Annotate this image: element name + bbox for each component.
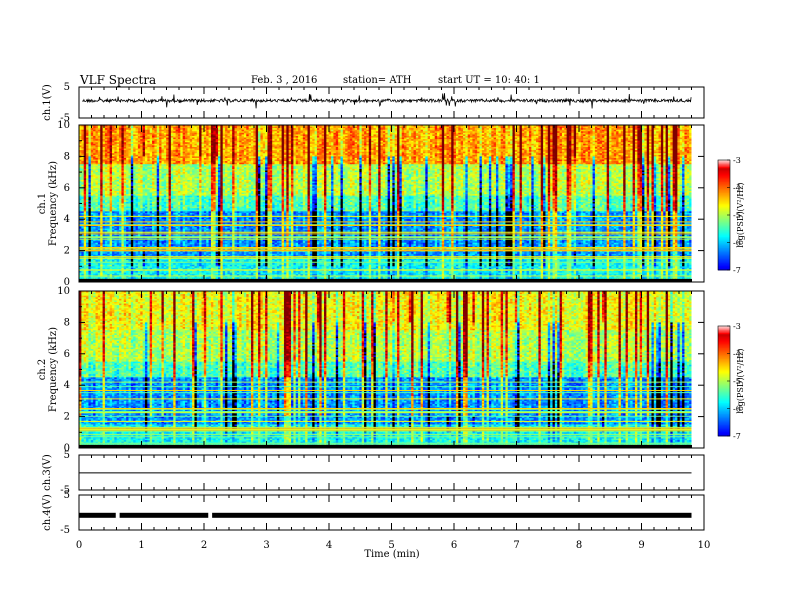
- x-tick-label: 3: [263, 540, 269, 551]
- y-tick-label: 2: [64, 412, 70, 423]
- colorbar-label: log(PSD)(V²/Hz): [736, 182, 745, 247]
- colorbar-tick-label: -7: [733, 266, 741, 275]
- y-axis-label: ch.1(V): [42, 84, 53, 121]
- start-time-label: start UT = 10: 40: 1: [438, 75, 540, 86]
- y-axis-label: ch.4(V): [42, 494, 53, 531]
- ch4-waveform-segment: [212, 513, 691, 518]
- ch1-waveform-panel: 5-5ch.1(V): [42, 82, 704, 124]
- x-tick-label: 8: [576, 540, 582, 551]
- ch4-waveform-segment: [120, 513, 209, 518]
- y-tick-label: -5: [60, 525, 70, 536]
- ch4-waveform-panel: 5 -5 ch.4(V): [42, 490, 704, 536]
- y-tick-label: 8: [64, 151, 70, 162]
- vlf-spectra-figure: VLF Spectra Feb. 3 , 2016 station= ATH s…: [0, 0, 792, 612]
- y-tick-label: 4: [64, 380, 70, 391]
- spectrogram-cells: [79, 125, 692, 282]
- y-axis-label: Frequency (kHz): [48, 327, 59, 412]
- y-tick-label: 2: [64, 246, 70, 257]
- x-tick-label: 1: [138, 540, 144, 551]
- y-tick-label: 10: [57, 286, 70, 297]
- x-tick-label: 9: [638, 540, 644, 551]
- no-data-region: [692, 291, 705, 448]
- x-tick-label: 6: [451, 540, 457, 551]
- y-tick-label: 5: [64, 450, 70, 461]
- x-axis-label: Time (min): [364, 549, 419, 560]
- colorbar-tick-label: -7: [733, 432, 741, 441]
- y-axis-label: ch.3(V): [42, 454, 53, 491]
- x-tick-label: 0: [76, 540, 82, 551]
- y-tick-label: 6: [64, 183, 70, 194]
- colorbar-tick-label: -3: [733, 322, 741, 331]
- date-label: Feb. 3 , 2016: [251, 75, 317, 86]
- spectrogram-cells: [79, 291, 692, 448]
- figure-title: VLF Spectra: [79, 73, 156, 87]
- ch3-waveform-panel: 5-5ch.3(V): [42, 450, 704, 496]
- channel-label: ch.1: [37, 193, 48, 215]
- ch4-waveform-segment: [79, 513, 116, 518]
- colorbar-tick-label: -3: [733, 156, 741, 165]
- no-data-region: [692, 125, 705, 282]
- ch1-waveform-line: [82, 93, 691, 108]
- station-label: station= ATH: [343, 75, 412, 86]
- y-tick-label: 10: [57, 120, 70, 131]
- y-tick-label: 5: [64, 490, 70, 501]
- y-tick-label: 5: [64, 82, 70, 93]
- x-tick-label: 10: [698, 540, 711, 551]
- colorbar-label: log(PSD)(V²/Hz): [736, 348, 745, 413]
- y-tick-label: 8: [64, 317, 70, 328]
- y-tick-label: 6: [64, 349, 70, 360]
- channel-label: ch.2: [37, 359, 48, 381]
- x-tick-label: 7: [513, 540, 519, 551]
- x-tick-label: 4: [326, 540, 332, 551]
- y-tick-label: 4: [64, 214, 70, 225]
- x-tick-label: 2: [201, 540, 207, 551]
- y-axis-label: Frequency (kHz): [48, 161, 59, 246]
